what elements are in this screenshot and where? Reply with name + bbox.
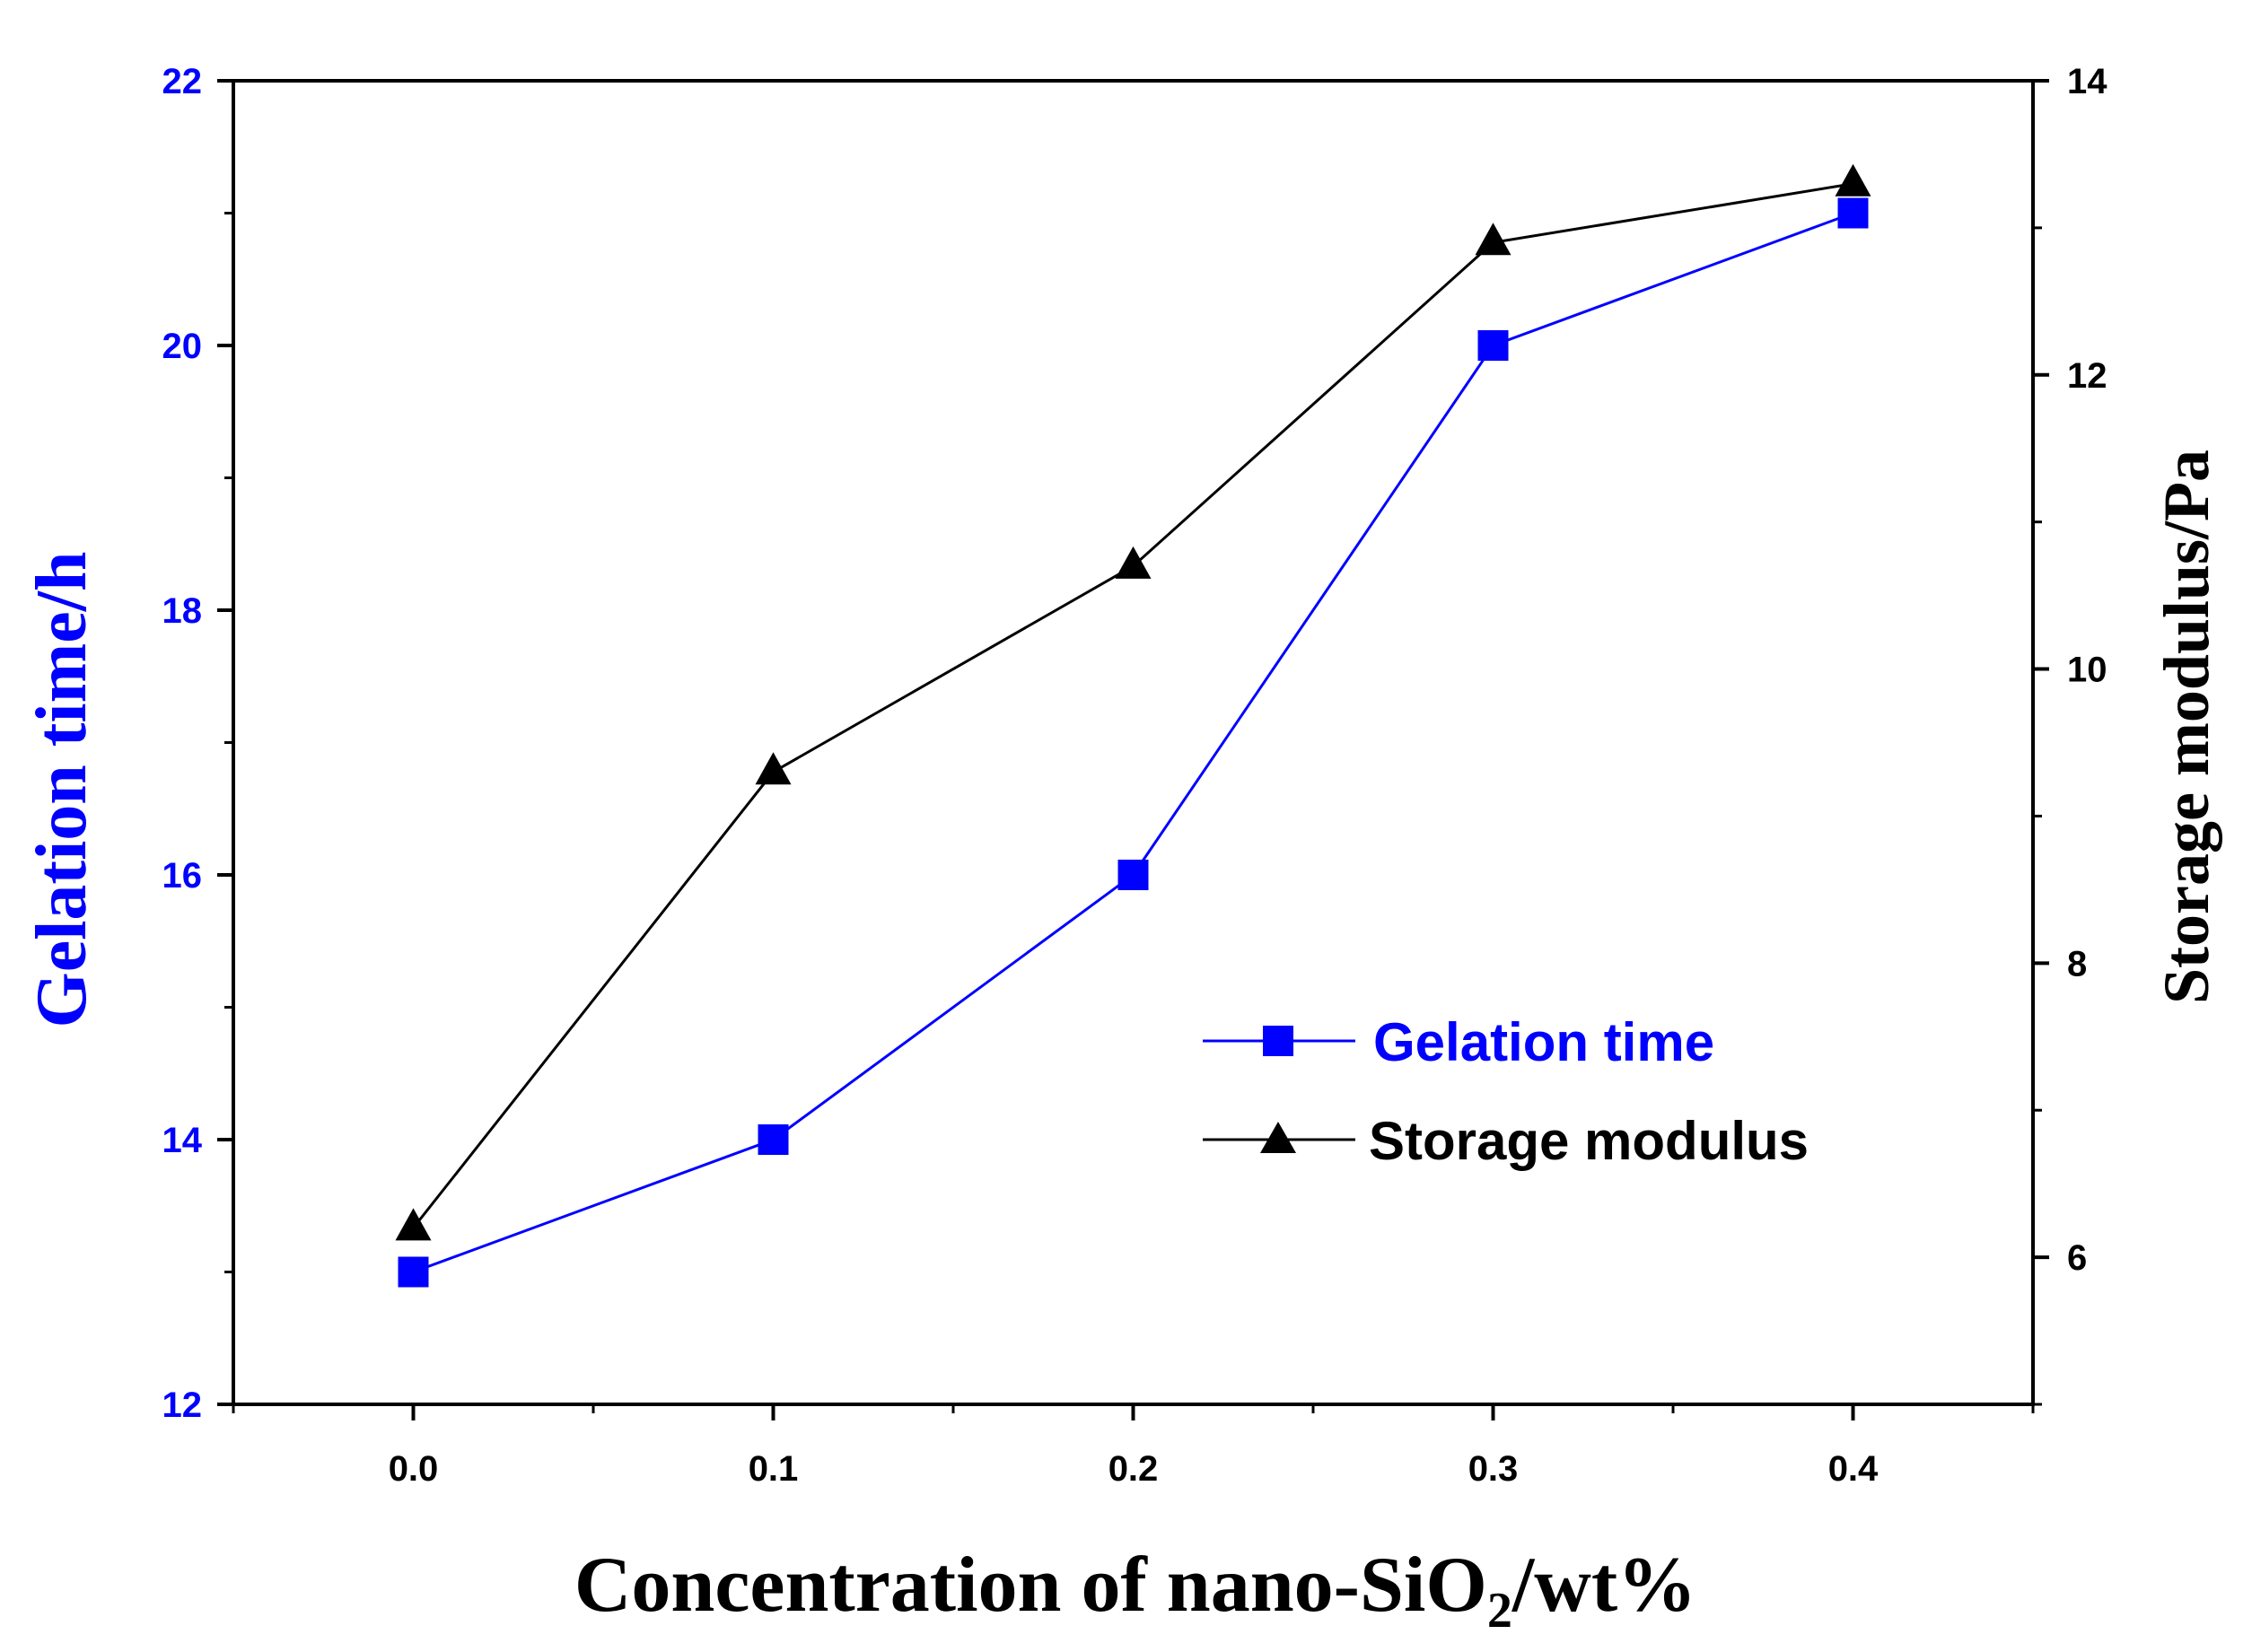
gelation-point-4 — [1837, 197, 1869, 229]
y-left-tick-label-0: 12 — [162, 1385, 203, 1425]
legend-marker-square — [1263, 1026, 1293, 1056]
y-right-tick-label-0: 6 — [2067, 1238, 2087, 1278]
y-left-tick-label-3: 18 — [162, 591, 203, 631]
legend-label-storage: Storage modulus — [1369, 1111, 1809, 1171]
storage-point-4 — [1835, 163, 1871, 197]
gelation-point-0 — [398, 1256, 429, 1288]
x-axis-title: Concentration of nano-SiO2/wt% — [574, 1542, 1696, 1639]
legend: Gelation time Storage modulus — [1203, 1012, 1809, 1171]
y-right-tick-label-3: 12 — [2067, 356, 2107, 396]
labels-layer: 0.0 0.1 0.2 0.3 0.4 12 14 16 18 20 22 6 8 10 12 14 — [162, 62, 2108, 1489]
series-layer — [395, 163, 1871, 1288]
y-right-tick-label-1: 8 — [2067, 944, 2087, 983]
y-left-tick-label-5: 22 — [162, 62, 203, 101]
y-axis-right-title: Storage modulus/Pa — [2151, 450, 2222, 1004]
storage-point-1 — [755, 752, 792, 785]
x-axis-title-main: Concentration of nano-SiO — [574, 1542, 1487, 1629]
x-tick-label-0: 0.0 — [389, 1449, 439, 1489]
legend-label-gelation: Gelation time — [1373, 1012, 1714, 1072]
storage-point-3 — [1475, 223, 1512, 256]
y-right-tick-label-4: 14 — [2067, 62, 2107, 101]
gelation-point-2 — [1117, 860, 1149, 890]
y-right-tick-label-2: 10 — [2067, 651, 2107, 690]
minor-ticks — [224, 212, 2042, 1413]
legend-marker-triangle — [1260, 1122, 1296, 1153]
y-left-tick-label-2: 16 — [162, 856, 203, 896]
plot-frame — [232, 79, 2035, 1406]
x-tick-label-3: 0.3 — [1468, 1449, 1519, 1489]
y-left-tick-label-1: 14 — [162, 1121, 203, 1160]
x-axis-title-suffix: /wt% — [1512, 1542, 1696, 1629]
storage-point-2 — [1115, 546, 1152, 579]
gelation-point-1 — [758, 1124, 789, 1155]
ticks-layer — [217, 79, 2049, 1420]
gelation-point-3 — [1477, 330, 1509, 361]
y-left-tick-label-4: 20 — [162, 327, 203, 366]
storage-point-0 — [395, 1208, 432, 1241]
x-tick-label-2: 0.2 — [1108, 1449, 1159, 1489]
y-axis-left-title: Gelation time/h — [22, 551, 101, 1027]
x-axis-title-subscript: 2 — [1487, 1583, 1512, 1639]
x-tick-label-4: 0.4 — [1828, 1449, 1879, 1489]
x-tick-label-1: 0.1 — [749, 1449, 799, 1489]
